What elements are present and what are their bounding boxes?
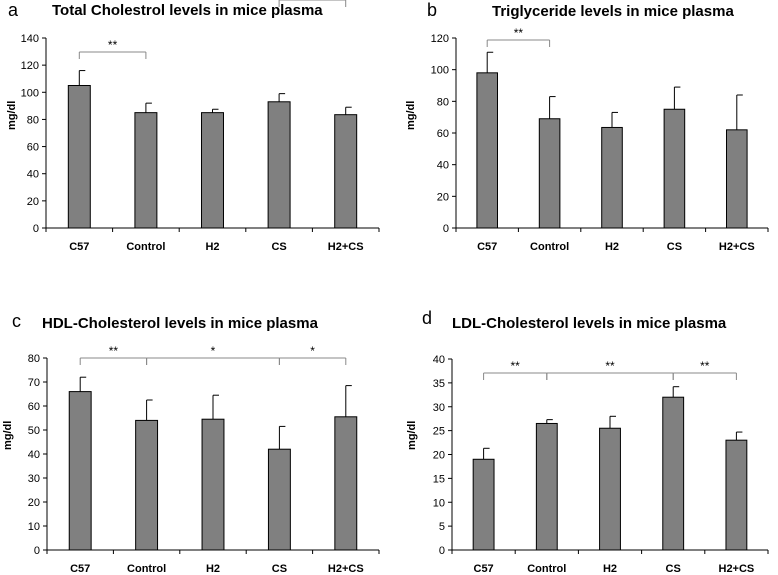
- chart-panel-c: c HDL-Cholesterol levels in mice plasma …: [0, 288, 389, 575]
- y-tick-label: 0: [33, 223, 39, 235]
- y-tick-label: 40: [433, 354, 445, 366]
- bar: [726, 129, 748, 229]
- x-tick-label: Control: [530, 241, 569, 253]
- y-tick-label: 30: [433, 402, 445, 414]
- y-tick-label: 40: [437, 160, 449, 172]
- x-tick-label: Control: [527, 563, 566, 575]
- significance-label: *: [310, 344, 315, 358]
- x-tick-label: H2+CS: [328, 563, 364, 575]
- bar-chart-b: 0 20 40 60 80 100 120 C57 Control H2 CS H2+CS **: [431, 26, 769, 253]
- bar: [599, 427, 621, 551]
- bar: [334, 416, 358, 551]
- x-tick-label: H2+CS: [719, 563, 755, 575]
- x-tick-label: CS: [272, 563, 287, 575]
- y-tick-label: 60: [437, 128, 449, 140]
- bar: [725, 439, 748, 551]
- x-tick-label: H2+CS: [719, 241, 755, 253]
- panel-letter: b: [427, 0, 438, 20]
- bar: [68, 391, 92, 551]
- y-tick-label: 30: [28, 473, 40, 485]
- bar: [472, 458, 495, 551]
- y-tick-label: 25: [433, 426, 445, 438]
- x-tick-label: Control: [127, 563, 166, 575]
- y-tick-label: 70: [28, 377, 40, 389]
- panel-letter: c: [12, 311, 21, 331]
- panel-letter: d: [422, 308, 433, 328]
- bar-chart-d: 0 5 10 15 20 25 30 35 40 C57 Control H2 CS H2+CS ** ** *…: [433, 354, 769, 575]
- significance-label: **: [700, 359, 710, 373]
- y-tick-label: 100: [431, 65, 449, 77]
- chart-panel-b: b Triglyceride levels in mice plasma mg/…: [389, 0, 778, 287]
- x-tick-label: H2: [605, 241, 619, 253]
- y-tick-label: 140: [21, 33, 39, 45]
- significance-label: **: [605, 359, 615, 373]
- x-tick-label: H2+CS: [328, 241, 364, 253]
- bar: [201, 112, 224, 229]
- x-tick-label: C57: [70, 563, 90, 575]
- bar: [267, 101, 291, 229]
- bar: [334, 114, 358, 229]
- x-tick-label: Control: [126, 241, 165, 253]
- chart-panel-d: d LDL-Cholesterol levels in mice plasma …: [389, 288, 778, 575]
- panel-letter: a: [8, 0, 19, 20]
- significance-label: **: [108, 38, 118, 52]
- x-tick-label: C57: [69, 241, 89, 253]
- x-tick-label: H2: [205, 241, 219, 253]
- y-tick-label: 60: [28, 401, 40, 413]
- y-tick-label: 20: [437, 191, 449, 203]
- significance-label: **: [511, 359, 521, 373]
- y-tick-label: 40: [27, 169, 39, 181]
- y-tick-label: 120: [431, 33, 449, 45]
- y-tick-label: 80: [437, 96, 449, 108]
- x-tick-label: H2: [206, 563, 220, 575]
- bar: [201, 418, 225, 551]
- y-tick-label: 80: [28, 353, 40, 365]
- y-tick-label: 15: [433, 473, 445, 485]
- y-tick-label: 35: [433, 378, 445, 390]
- x-tick-label: H2: [603, 563, 617, 575]
- y-tick-label: 120: [21, 60, 39, 72]
- x-tick-label: C57: [474, 563, 494, 575]
- y-tick-label: 0: [443, 223, 449, 235]
- significance-label: *: [211, 344, 216, 358]
- bar: [135, 419, 159, 551]
- x-tick-label: CS: [666, 563, 681, 575]
- y-tick-label: 20: [27, 196, 39, 208]
- chart-title: HDL-Cholesterol levels in mice plasma: [42, 315, 318, 332]
- chart-title: Total Cholestrol levels in mice plasma: [52, 2, 323, 19]
- chart-title: Triglyceride levels in mice plasma: [492, 3, 734, 20]
- significance-label: **: [514, 26, 524, 40]
- y-tick-label: 0: [439, 545, 445, 557]
- bar: [601, 126, 623, 229]
- bar: [476, 72, 498, 229]
- y-tick-label: 0: [34, 545, 40, 557]
- bar: [134, 112, 158, 229]
- y-tick-label: 50: [28, 425, 40, 437]
- y-tick-label: 40: [28, 449, 40, 461]
- y-tick-label: 20: [28, 497, 40, 509]
- bar: [535, 422, 558, 551]
- y-tick-label: 20: [433, 450, 445, 462]
- chart-title: LDL-Cholesterol levels in mice plasma: [452, 315, 727, 332]
- x-tick-label: C57: [477, 241, 497, 253]
- y-tick-label: 10: [433, 497, 445, 509]
- bar: [67, 85, 91, 229]
- significance-label: **: [109, 344, 119, 358]
- bar: [538, 118, 561, 229]
- y-tick-label: 10: [28, 521, 40, 533]
- y-tick-label: 80: [27, 114, 39, 126]
- x-tick-label: CS: [271, 241, 286, 253]
- x-tick-label: CS: [667, 241, 682, 253]
- y-tick-label: 5: [439, 521, 445, 533]
- bar: [662, 396, 685, 551]
- chart-panel-a: a Total Cholestrol levels in mice plasma…: [0, 0, 389, 287]
- y-tick-label: 60: [27, 142, 39, 154]
- y-tick-label: 100: [21, 87, 39, 99]
- bar: [663, 108, 686, 229]
- bar: [267, 448, 291, 551]
